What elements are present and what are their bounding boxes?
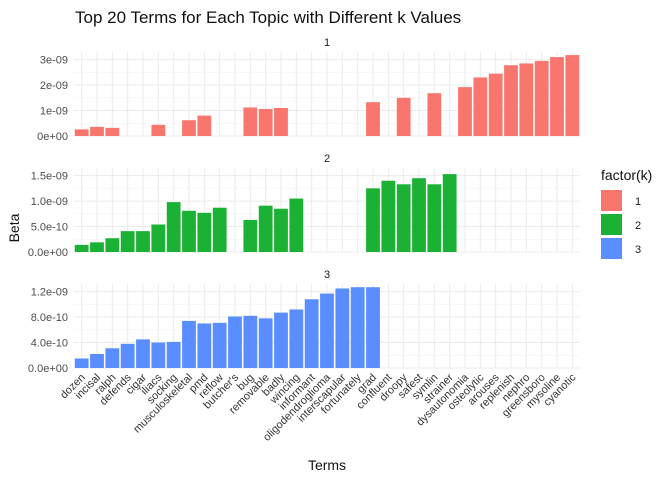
y-tick-label: 0.0e+00: [28, 363, 68, 375]
bar-symlin: [427, 184, 442, 252]
bar-butcher's: [228, 316, 242, 368]
legend-title: factor(k): [601, 167, 652, 183]
bar-badly: [274, 312, 288, 368]
bar-removable: [258, 205, 273, 252]
strip-label: 2: [324, 153, 330, 165]
y-tick-label: 1.2e-09: [31, 287, 68, 299]
bar-iliacs: [151, 224, 166, 252]
x-tick-labels: dozenincisalralphdefendscigariliacssocki…: [58, 371, 579, 444]
bar-musculoskeletal: [182, 320, 196, 368]
bar-osteolytic: [473, 77, 488, 136]
panels: 1 0e+00 1e-09 2e-09 3e-09 2 0.0e+00 5.0e-10 1.0e…: [28, 37, 580, 375]
y-tick-label: 5.0e-10: [31, 222, 68, 234]
bar-cigar: [136, 231, 150, 252]
bar-interscapular: [335, 288, 350, 368]
bar-ralph: [105, 127, 120, 136]
bar-dysautonomia: [458, 87, 472, 136]
y-tick-label: 1.0e-09: [31, 196, 68, 208]
bar-socking: [166, 202, 181, 252]
bar-dozen: [74, 244, 89, 252]
strip-label: 3: [324, 269, 330, 281]
bar-ralph: [105, 238, 120, 252]
legend-key-3: [601, 238, 622, 259]
bar-ralph: [105, 348, 120, 368]
legend-key-2: [601, 214, 622, 235]
bar-dozen: [74, 129, 89, 136]
bar-dozen: [74, 358, 89, 368]
y-tick-label: 4.0e-10: [31, 338, 68, 350]
bar-incisal: [90, 126, 104, 136]
y-tick-label: 1.5e-09: [31, 171, 68, 183]
bar-fortunately: [350, 287, 365, 368]
bar-incisal: [90, 242, 104, 252]
bar-pmd: [197, 115, 212, 136]
x-axis-title: Terms: [308, 457, 346, 473]
legend-label-2: 2: [635, 220, 641, 232]
bar-incisal: [90, 354, 104, 368]
bar-cyanotic: [565, 55, 580, 136]
panel-1: 1 0e+00 1e-09 2e-09 3e-09: [37, 37, 580, 143]
bar-musculoskeletal: [182, 210, 196, 252]
legend: factor(k) 1 2 3: [601, 167, 652, 259]
bar-confluent: [381, 180, 396, 252]
y-tick-label: 0e+00: [37, 131, 68, 143]
bar-grad: [366, 188, 380, 252]
bar-symlin: [427, 93, 442, 136]
bar-reflow: [212, 322, 227, 368]
bar-greensboro: [534, 60, 549, 137]
bar-droopy: [396, 97, 411, 136]
panel-2: 2 0.0e+00 5.0e-10 1.0e-09 1.5e-09: [28, 153, 580, 259]
bar-bug: [243, 219, 258, 252]
bar-oligodendroglioma: [320, 293, 334, 368]
strip-label: 1: [324, 37, 330, 49]
bar-defends: [120, 231, 135, 252]
bar-socking: [166, 341, 181, 368]
bar-removable: [258, 109, 273, 136]
y-axis-title: Beta: [6, 213, 22, 242]
bar-grad: [366, 287, 380, 368]
bar-grad: [366, 102, 380, 136]
y-tick-label: 0.0e+00: [28, 247, 68, 259]
legend-key-1: [601, 190, 622, 211]
y-tick-label: 3e-09: [40, 55, 68, 67]
bar-badly: [274, 108, 288, 136]
bar-defends: [120, 343, 135, 368]
bar-removable: [258, 318, 273, 368]
y-tick-label: 2e-09: [40, 80, 68, 92]
bar-bug: [243, 315, 258, 368]
bar-safest: [412, 178, 426, 252]
bar-replenish: [504, 65, 518, 136]
y-tick-label: 1e-09: [40, 106, 68, 118]
bar-badly: [274, 208, 288, 252]
y-tick-label: 8.0e-10: [31, 312, 68, 324]
panel-3: 3 0.0e+00 4.0e-10 8.0e-10 1.2e-09: [28, 269, 580, 375]
bar-pmd: [197, 212, 212, 252]
bar-iliacs: [151, 342, 166, 368]
bar-wincing: [289, 198, 304, 252]
bar-strainer: [442, 174, 457, 252]
legend-label-3: 3: [635, 244, 641, 256]
bar-iliacs: [151, 124, 166, 136]
bar-pmd: [197, 323, 212, 368]
bar-cigar: [136, 339, 150, 368]
bar-reflow: [212, 207, 227, 252]
bar-informant: [304, 299, 319, 368]
bar-mysoline: [550, 57, 564, 136]
bar-nephro: [519, 63, 534, 136]
chart-title: Top 20 Terms for Each Topic with Differe…: [75, 8, 461, 27]
bar-bug: [243, 107, 258, 136]
legend-label-1: 1: [635, 196, 641, 208]
bar-musculoskeletal: [182, 120, 196, 136]
bar-arouses: [488, 73, 503, 136]
bar-droopy: [396, 184, 411, 252]
bar-wincing: [289, 309, 304, 368]
